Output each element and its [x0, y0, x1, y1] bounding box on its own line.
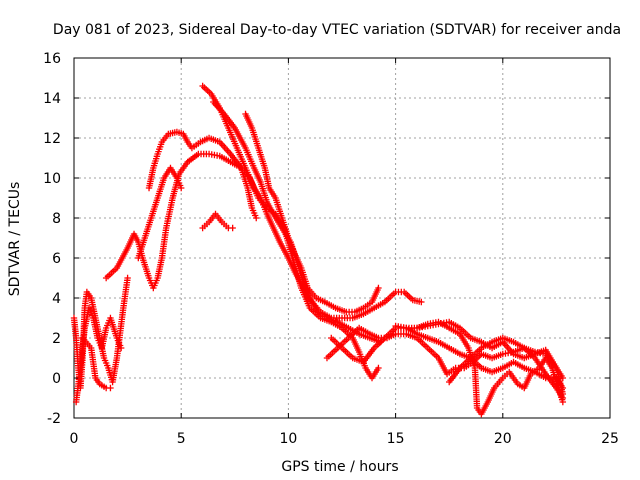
y-tick-label: 16	[43, 51, 61, 67]
x-tick-label: 20	[494, 431, 512, 447]
x-axis-label: GPS time / hours	[281, 459, 398, 475]
x-tick-label: 5	[177, 431, 186, 447]
series-arc-7	[199, 82, 425, 322]
y-tick-label: -2	[47, 411, 61, 427]
data-point	[375, 284, 382, 292]
data-point	[107, 384, 114, 392]
series-arc-2	[72, 304, 125, 406]
series-arc-3	[79, 334, 114, 392]
y-tick-label: 2	[52, 331, 61, 347]
y-axis-label: SDTVAR / TECUs	[7, 182, 23, 297]
data-point	[124, 274, 131, 282]
series-arc-8	[210, 98, 384, 346]
y-tick-label: 4	[52, 291, 61, 307]
axis-ticks: 0 5 10 15 20 25 -2 0 2 4 6 8 10 12 14 16	[43, 51, 619, 447]
grid	[74, 58, 610, 418]
data-series	[70, 82, 567, 418]
plot-frame	[73, 57, 611, 419]
series-arc-6	[135, 164, 185, 262]
series-arc-10	[242, 110, 382, 316]
y-tick-label: 0	[52, 371, 61, 387]
data-point	[178, 184, 185, 192]
x-tick-label: 15	[387, 431, 405, 447]
series-arc-9	[199, 210, 236, 232]
x-tick-label: 25	[601, 431, 619, 447]
data-point	[253, 214, 260, 222]
chart-title: Day 081 of 2023, Sidereal Day-to-day VTE…	[53, 22, 621, 38]
x-tick-label: 10	[279, 431, 297, 447]
data-point	[418, 298, 425, 306]
x-tick-label: 0	[70, 431, 79, 447]
series-arc-15	[446, 334, 567, 402]
data-point	[559, 394, 567, 402]
y-tick-label: 12	[43, 131, 61, 147]
data-point	[117, 344, 125, 352]
data-point	[229, 224, 236, 232]
y-tick-label: 14	[43, 91, 61, 107]
series-arc-5	[145, 128, 260, 222]
y-tick-label: 8	[52, 211, 61, 227]
data-point	[559, 374, 567, 382]
data-point	[375, 364, 382, 372]
y-tick-label: 6	[52, 251, 61, 267]
y-tick-label: 10	[43, 171, 61, 187]
